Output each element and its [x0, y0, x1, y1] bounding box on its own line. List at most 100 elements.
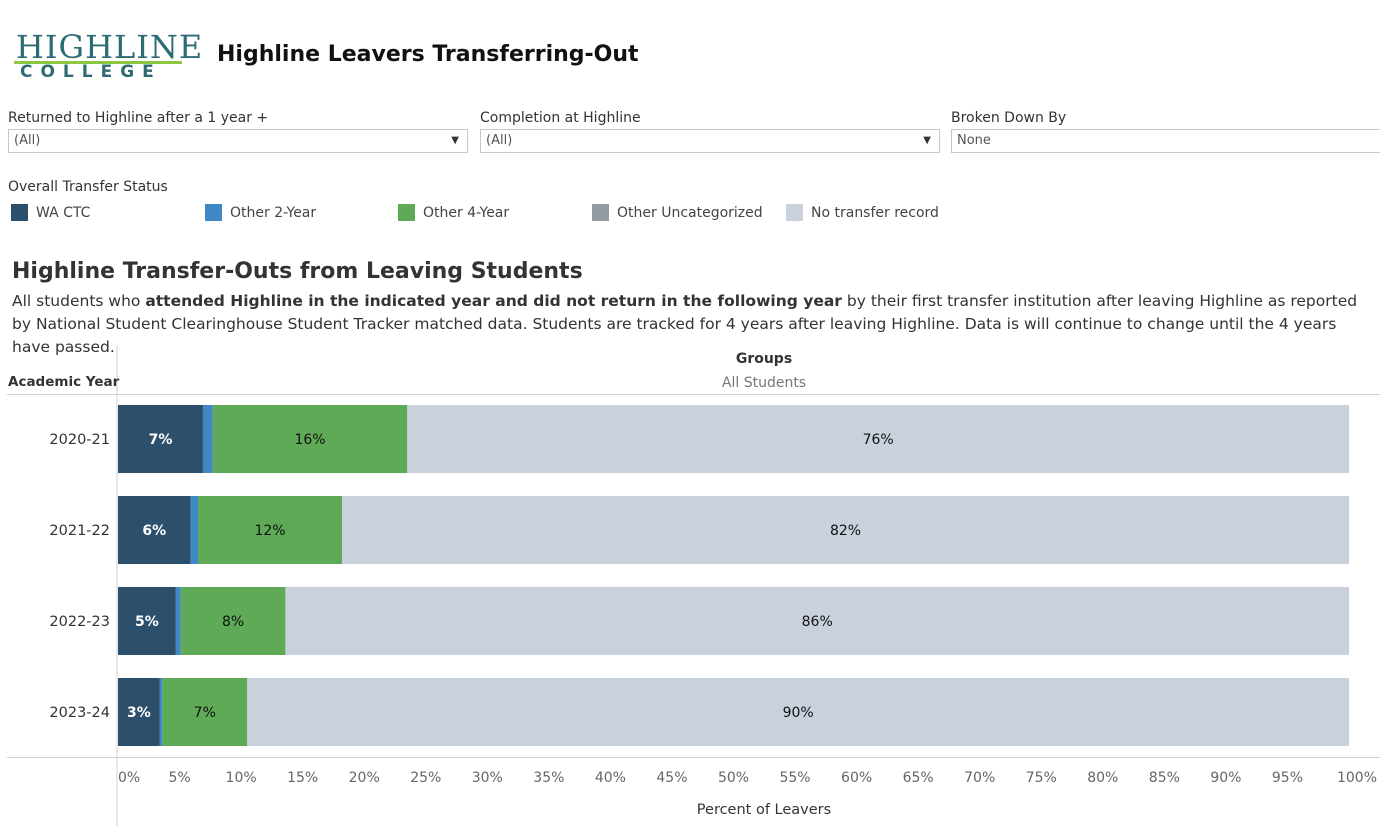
- data-label: 7%: [149, 432, 173, 448]
- filter-broken-down-label: Broken Down By: [951, 110, 1067, 126]
- x-tick-label: 65%: [903, 770, 934, 786]
- data-label: 12%: [254, 523, 285, 539]
- legend-item-wa-ctc[interactable]: WA CTC: [11, 204, 90, 222]
- x-tick-label: 35%: [533, 770, 564, 786]
- legend-swatch: [11, 204, 28, 221]
- data-label: 8%: [222, 614, 244, 630]
- x-tick-label: 90%: [1210, 770, 1241, 786]
- highline-logo: HIGHLINE COLLEGE: [14, 30, 202, 86]
- bar-segment[interactable]: [407, 405, 1349, 473]
- legend-item-other-4-year[interactable]: Other 4-Year: [398, 204, 509, 222]
- x-axis-title: Percent of Leavers: [697, 802, 831, 818]
- page-title: Highline Leavers Transferring-Out: [217, 42, 639, 67]
- bars-group: 2020-21 7% 16% 76% 2021-22 6% 12% 82% 2022-23 5% 8…: [49, 405, 1349, 746]
- x-tick-label: 95%: [1272, 770, 1303, 786]
- legend-label: Other Uncategorized: [617, 205, 763, 221]
- x-tick-label: 10%: [226, 770, 257, 786]
- filter-returned: Returned to Highline after a 1 year + (A…: [8, 108, 468, 153]
- data-label: 90%: [783, 705, 814, 721]
- bar-segment[interactable]: [118, 678, 160, 746]
- legend-label: Other 2-Year: [230, 205, 317, 221]
- x-tick-label: 75%: [1026, 770, 1057, 786]
- chart-section-title: Highline Transfer-Outs from Leaving Stud…: [12, 259, 583, 284]
- x-tick-label: 80%: [1087, 770, 1118, 786]
- category-label: 2020-21: [49, 432, 110, 448]
- legend-label: No transfer record: [811, 205, 939, 221]
- legend-swatch: [398, 204, 415, 221]
- data-label: 76%: [863, 432, 894, 448]
- bar-segment[interactable]: [118, 587, 176, 655]
- filter-broken-down-dropdown[interactable]: None: [951, 129, 1380, 153]
- x-tick-label: 60%: [841, 770, 872, 786]
- bar-segment[interactable]: [175, 587, 181, 655]
- desc-part1: All students who: [12, 292, 146, 310]
- bar-segment[interactable]: [198, 496, 343, 564]
- chart-description: All students who attended Highline in th…: [12, 290, 1372, 359]
- x-tick-label: 30%: [472, 770, 503, 786]
- bar-segment[interactable]: [247, 678, 1349, 746]
- category-label: 2022-23: [49, 614, 110, 630]
- filter-completion: Completion at Highline (All) ▼: [480, 108, 940, 153]
- x-tick-label: 0%: [118, 770, 140, 786]
- bar-segment[interactable]: [118, 496, 191, 564]
- x-tick-label: 40%: [595, 770, 626, 786]
- data-label: 86%: [802, 614, 833, 630]
- legend-swatch: [592, 204, 609, 221]
- row-header: Academic Year: [8, 374, 120, 390]
- legend-label: Other 4-Year: [423, 205, 510, 221]
- bar-segment[interactable]: [118, 405, 203, 473]
- filter-completion-dropdown[interactable]: (All) ▼: [480, 129, 940, 153]
- x-tick-label: 15%: [287, 770, 318, 786]
- filter-returned-label: Returned to Highline after a 1 year +: [8, 110, 269, 126]
- logo-accent-bar: [14, 61, 182, 64]
- data-label: 6%: [142, 523, 166, 539]
- bar-segment[interactable]: [212, 405, 408, 473]
- dropdown-arrow-icon: ▼: [451, 135, 459, 146]
- data-label: 16%: [294, 432, 325, 448]
- x-tick-label: 5%: [168, 770, 190, 786]
- filter-completion-value: (All): [486, 133, 513, 148]
- filter-broken-down-value: None: [957, 133, 991, 148]
- x-tick-label: 100%: [1337, 770, 1377, 786]
- legend-label: WA CTC: [36, 205, 91, 221]
- bar-segment[interactable]: [285, 587, 1349, 655]
- x-ticks-group: 0% 5% 10% 15% 20% 25% 30% 35% 40% 45% 50% 55% 60% 65%…: [118, 770, 1377, 786]
- logo-text-line2: COLLEGE: [20, 62, 162, 82]
- x-tick-label: 70%: [964, 770, 995, 786]
- bar-segment[interactable]: [159, 678, 163, 746]
- bar-segment[interactable]: [342, 496, 1349, 564]
- filter-returned-value: (All): [14, 133, 41, 148]
- column-header: Groups: [736, 351, 792, 367]
- x-tick-label: 85%: [1149, 770, 1180, 786]
- x-tick-label: 25%: [410, 770, 441, 786]
- legend-swatch: [786, 204, 803, 221]
- category-label: 2023-24: [49, 705, 110, 721]
- data-label: 7%: [194, 705, 216, 721]
- logo-text-line1: HIGHLINE: [16, 28, 204, 66]
- bar-segment[interactable]: [202, 405, 213, 473]
- data-label: 3%: [127, 705, 151, 721]
- dropdown-arrow-icon: ▼: [923, 135, 931, 146]
- filter-completion-label: Completion at Highline: [480, 110, 641, 126]
- bar-segment[interactable]: [190, 496, 199, 564]
- bar-segment[interactable]: [162, 678, 248, 746]
- filter-broken-down: Broken Down By None: [951, 108, 1380, 153]
- legend-swatch: [205, 204, 222, 221]
- category-label: 2021-22: [49, 523, 110, 539]
- legend-item-other-uncategorized[interactable]: Other Uncategorized: [592, 204, 763, 222]
- x-tick-label: 45%: [656, 770, 687, 786]
- legend-item-other-2-year[interactable]: Other 2-Year: [205, 204, 316, 222]
- x-tick-label: 50%: [718, 770, 749, 786]
- x-tick-label: 20%: [349, 770, 380, 786]
- x-tick-label: 55%: [779, 770, 810, 786]
- desc-bold: attended Highline in the indicated year …: [145, 292, 842, 310]
- legend-item-no-transfer[interactable]: No transfer record: [786, 204, 939, 222]
- column-value: All Students: [722, 375, 806, 391]
- filter-returned-dropdown[interactable]: (All) ▼: [8, 129, 468, 153]
- data-label: 5%: [135, 614, 159, 630]
- legend-title: Overall Transfer Status: [8, 179, 168, 195]
- data-label: 82%: [830, 523, 861, 539]
- desc-part2: by their first transfer institution afte…: [12, 292, 1358, 356]
- bar-segment[interactable]: [180, 587, 286, 655]
